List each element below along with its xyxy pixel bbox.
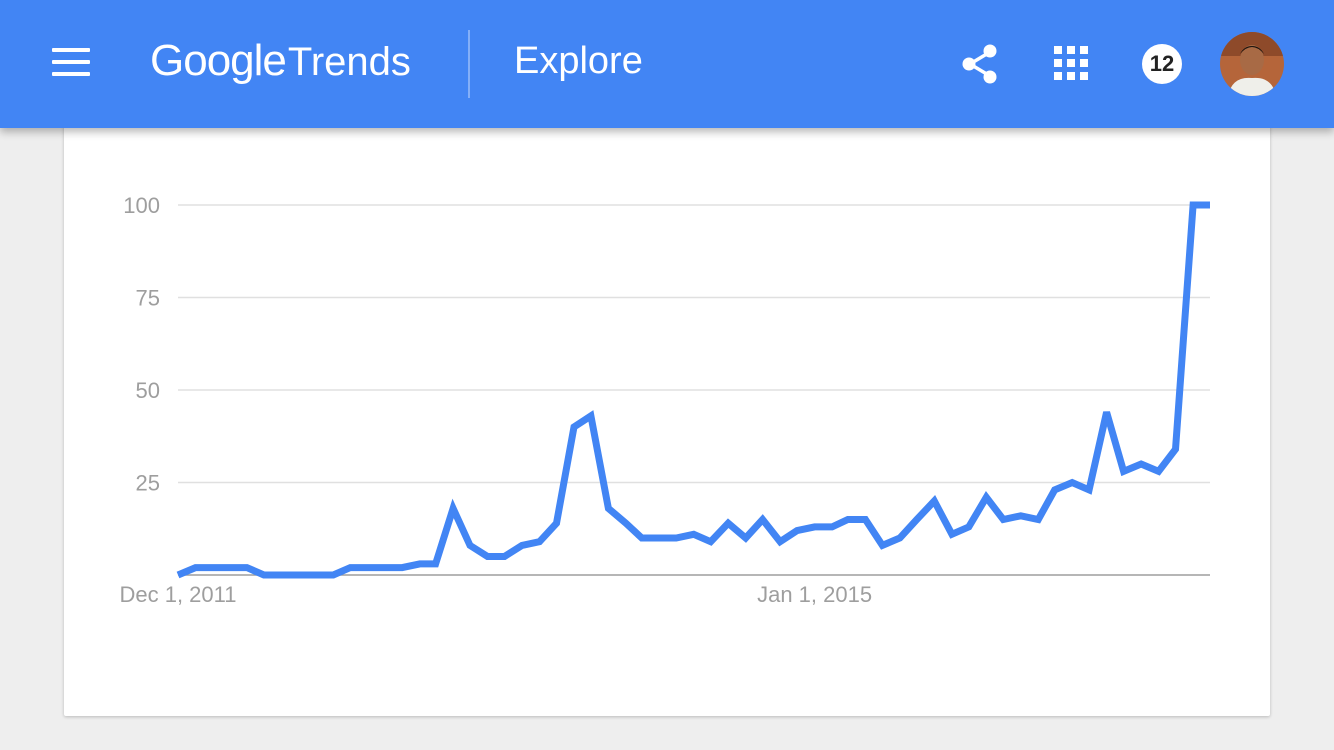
data-point[interactable] (570, 424, 577, 431)
data-point[interactable] (536, 538, 543, 545)
data-point[interactable] (1017, 512, 1024, 519)
data-point[interactable] (226, 564, 233, 571)
share-icon[interactable] (958, 42, 1002, 86)
brand-google: Google (150, 36, 287, 85)
page-title: Explore (514, 40, 643, 82)
menu-icon[interactable] (52, 48, 92, 76)
data-point[interactable] (673, 535, 680, 542)
data-point[interactable] (879, 542, 886, 549)
notifications-badge[interactable]: 12 (1142, 44, 1182, 84)
data-point[interactable] (484, 553, 491, 560)
data-point[interactable] (192, 564, 199, 571)
data-point[interactable] (364, 564, 371, 571)
data-point[interactable] (965, 523, 972, 530)
data-point[interactable] (416, 560, 423, 567)
data-point[interactable] (638, 535, 645, 542)
data-point[interactable] (312, 572, 319, 579)
interest-over-time-card: 25 50 75 100 Dec 1, 2011 Jan 1, 2015 (64, 110, 1270, 716)
header-divider (468, 30, 470, 98)
data-point[interactable] (1035, 516, 1042, 523)
y-tick-label: 100 (123, 193, 160, 218)
data-point[interactable] (1000, 516, 1007, 523)
y-tick-label: 25 (136, 471, 160, 496)
data-point[interactable] (260, 572, 267, 579)
data-point[interactable] (347, 564, 354, 571)
data-point[interactable] (829, 523, 836, 530)
data-point[interactable] (295, 572, 302, 579)
data-point[interactable] (587, 412, 594, 419)
data-point[interactable] (811, 523, 818, 530)
data-point[interactable] (175, 572, 182, 579)
data-point[interactable] (742, 535, 749, 542)
data-point[interactable] (1138, 461, 1145, 468)
data-point[interactable] (913, 516, 920, 523)
data-point[interactable] (467, 542, 474, 549)
data-point[interactable] (1190, 202, 1197, 209)
y-tick-label: 75 (136, 286, 160, 311)
data-point[interactable] (210, 564, 217, 571)
data-point[interactable] (707, 538, 714, 545)
data-point[interactable] (519, 542, 526, 549)
data-point[interactable] (983, 494, 990, 501)
data-point[interactable] (759, 516, 766, 523)
data-point[interactable] (553, 520, 560, 527)
data-point[interactable] (432, 560, 439, 567)
data-point[interactable] (1086, 486, 1093, 493)
data-point[interactable] (656, 535, 663, 542)
data-point[interactable] (794, 527, 801, 534)
data-point[interactable] (399, 564, 406, 571)
data-point[interactable] (1155, 468, 1162, 475)
data-point[interactable] (605, 505, 612, 512)
data-point[interactable] (777, 538, 784, 545)
data-point[interactable] (278, 572, 285, 579)
data-point[interactable] (330, 572, 337, 579)
top-app-bar: GoogleTrends Explore 12 (0, 0, 1334, 128)
x-tick-label: Jan 1, 2015 (757, 582, 872, 607)
y-tick-label: 50 (136, 378, 160, 403)
data-point[interactable] (622, 520, 629, 527)
data-point[interactable] (1103, 409, 1110, 416)
data-point[interactable] (896, 535, 903, 542)
data-point[interactable] (690, 531, 697, 538)
data-point[interactable] (725, 520, 732, 527)
data-point[interactable] (501, 553, 508, 560)
data-point[interactable] (450, 505, 457, 512)
interest-over-time-chart: 25 50 75 100 Dec 1, 2011 Jan 1, 2015 (119, 193, 1214, 607)
apps-icon[interactable] (1054, 46, 1090, 82)
x-tick-label: Dec 1, 2011 (119, 582, 236, 607)
series-line (176, 201, 1210, 579)
data-point[interactable] (862, 516, 869, 523)
data-point[interactable] (381, 564, 388, 571)
data-point[interactable] (1051, 486, 1058, 493)
data-point[interactable] (1069, 479, 1076, 486)
data-point[interactable] (948, 531, 955, 538)
data-point[interactable] (844, 516, 851, 523)
avatar[interactable] (1220, 32, 1284, 96)
google-trends-logo[interactable]: GoogleTrends (150, 36, 411, 88)
brand-trends: Trends (287, 40, 411, 84)
data-point[interactable] (1172, 446, 1179, 453)
data-point[interactable] (243, 564, 250, 571)
data-point[interactable] (1207, 202, 1214, 209)
data-point[interactable] (1120, 468, 1127, 475)
data-point[interactable] (931, 498, 938, 505)
